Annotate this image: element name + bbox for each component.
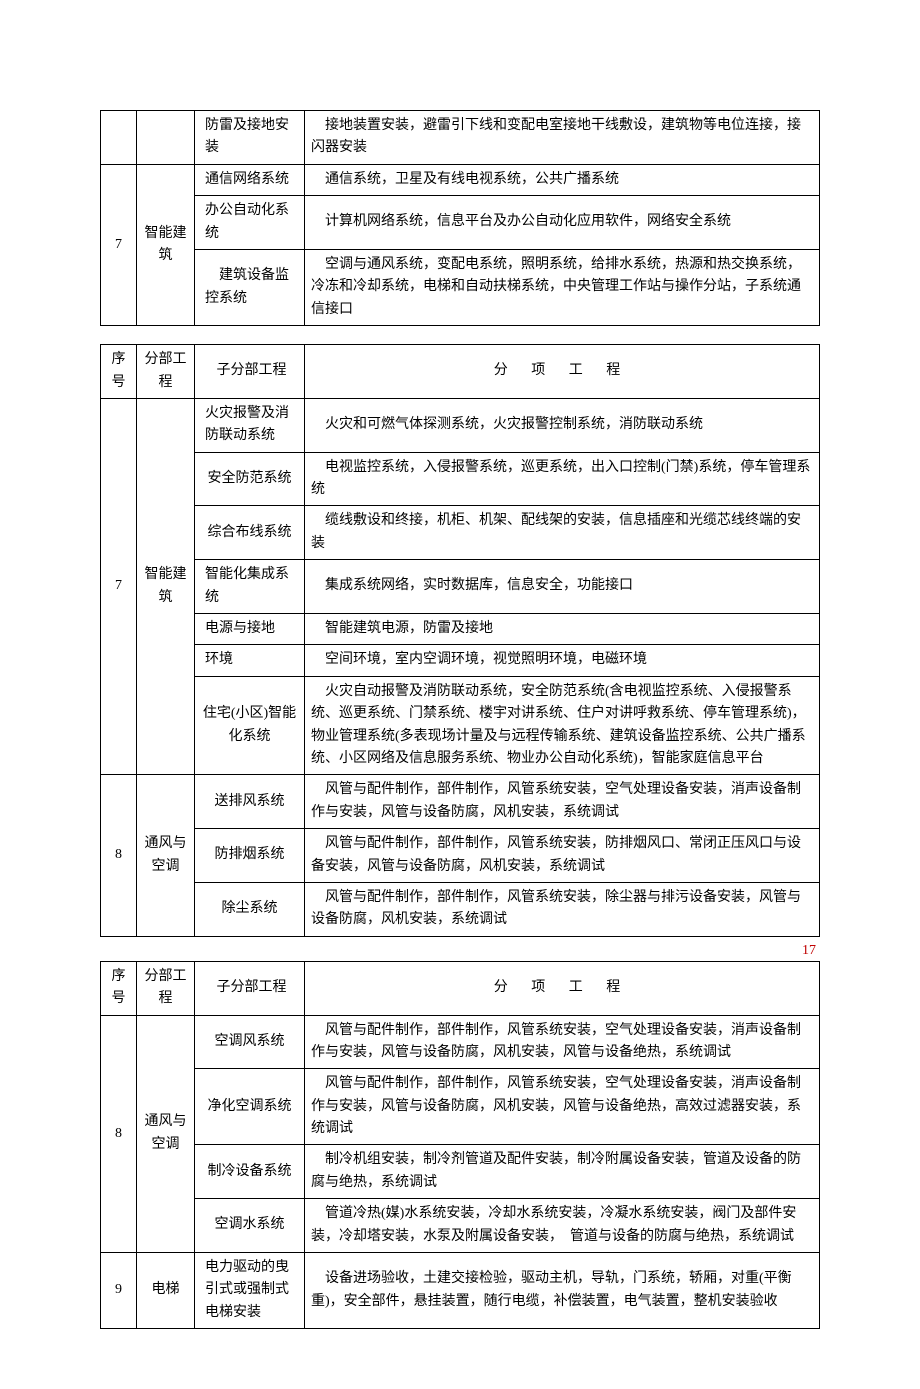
- cell-sub: 通信网络系统: [195, 164, 305, 195]
- cell-item: 空调与通风系统，变配电系统，照明系统，给排水系统，热源和热交换系统，冷冻和冷却系…: [305, 249, 820, 325]
- cell-seq: 9: [101, 1253, 137, 1329]
- cell-item: 智能建筑电源，防雷及接地: [305, 614, 820, 645]
- cell-sub: 综合布线系统: [195, 506, 305, 560]
- cell-sub: 制冷设备系统: [195, 1145, 305, 1199]
- table-header-row: 序号 分部工程 子分部工程 分 项 工 程: [101, 345, 820, 399]
- hdr-sub: 子分部工程: [195, 345, 305, 399]
- cell-part: 智能建筑: [137, 398, 195, 774]
- hdr-seq: 序号: [101, 961, 137, 1015]
- table-3: 序号 分部工程 子分部工程 分 项 工 程 8 通风与空调 空调风系统 风管与配…: [100, 961, 820, 1329]
- cell-sub: 送排风系统: [195, 775, 305, 829]
- cell-seq: 7: [101, 398, 137, 774]
- hdr-seq: 序号: [101, 345, 137, 399]
- cell-seq: 8: [101, 1015, 137, 1253]
- cell-item: 风管与配件制作，部件制作，风管系统安装，防排烟风口、常闭正压风口与设备安装，风管…: [305, 829, 820, 883]
- cell-sub: 空调水系统: [195, 1199, 305, 1253]
- table-row: 智能化集成系统 集成系统网络，实时数据库，信息安全，功能接口: [101, 560, 820, 614]
- cell-item: 设备进场验收，土建交接检验，驱动主机，导轨，门系统，轿厢，对重(平衡重)，安全部…: [305, 1253, 820, 1329]
- cell-sub: 防排烟系统: [195, 829, 305, 883]
- cell-sub: 办公自动化系统: [195, 196, 305, 250]
- cell-part: 电梯: [137, 1253, 195, 1329]
- cell-sub: 除尘系统: [195, 882, 305, 936]
- table-row: 防排烟系统 风管与配件制作，部件制作，风管系统安装，防排烟风口、常闭正压风口与设…: [101, 829, 820, 883]
- cell-item: 制冷机组安装，制冷剂管道及配件安装，制冷附属设备安装，管道及设备的防腐与绝热，系…: [305, 1145, 820, 1199]
- hdr-sub: 子分部工程: [195, 961, 305, 1015]
- cell-part: 通风与空调: [137, 1015, 195, 1253]
- cell-sub: 环境: [195, 645, 305, 676]
- cell-seq: 8: [101, 775, 137, 936]
- cell-item: 集成系统网络，实时数据库，信息安全，功能接口: [305, 560, 820, 614]
- hdr-item: 分 项 工 程: [305, 345, 820, 399]
- cell-part: 智能建筑: [137, 164, 195, 325]
- table-row: 环境 空间环境，室内空调环境，视觉照明环境，电磁环境: [101, 645, 820, 676]
- table-row: 综合布线系统 缆线敷设和终接，机柜、机架、配线架的安装，信息插座和光缆芯线终端的…: [101, 506, 820, 560]
- hdr-item: 分 项 工 程: [305, 961, 820, 1015]
- cell-seq: [101, 111, 137, 165]
- cell-sub: 空调风系统: [195, 1015, 305, 1069]
- table-row: 8 通风与空调 送排风系统 风管与配件制作，部件制作，风管系统安装，空气处理设备…: [101, 775, 820, 829]
- cell-item: 风管与配件制作，部件制作，风管系统安装，除尘器与排污设备安装，风管与设备防腐，风…: [305, 882, 820, 936]
- hdr-part: 分部工程: [137, 345, 195, 399]
- table-row: 空调水系统 管道冷热(媒)水系统安装，冷却水系统安装，冷凝水系统安装，阀门及部件…: [101, 1199, 820, 1253]
- cell-item: 风管与配件制作，部件制作，风管系统安装，空气处理设备安装，消声设备制作与安装，风…: [305, 775, 820, 829]
- cell-item: 空间环境，室内空调环境，视觉照明环境，电磁环境: [305, 645, 820, 676]
- cell-sub: 电源与接地: [195, 614, 305, 645]
- table-2: 序号 分部工程 子分部工程 分 项 工 程 7 智能建筑 火灾报警及消防联动系统…: [100, 344, 820, 937]
- cell-sub: 防雷及接地安装: [195, 111, 305, 165]
- table-row: 除尘系统 风管与配件制作，部件制作，风管系统安装，除尘器与排污设备安装，风管与设…: [101, 882, 820, 936]
- table-row: 防雷及接地安装 接地装置安装，避雷引下线和变配电室接地干线敷设，建筑物等电位连接…: [101, 111, 820, 165]
- cell-item: 火灾自动报警及消防联动系统，安全防范系统(含电视监控系统、入侵报警系统、巡更系统…: [305, 676, 820, 775]
- cell-item: 通信系统，卫星及有线电视系统，公共广播系统: [305, 164, 820, 195]
- table-row: 安全防范系统 电视监控系统，入侵报警系统，巡更系统，出入口控制(门禁)系统，停车…: [101, 452, 820, 506]
- cell-item: 计算机网络系统，信息平台及办公自动化应用软件，网络安全系统: [305, 196, 820, 250]
- table-row: 净化空调系统 风管与配件制作，部件制作，风管系统安装，空气处理设备安装，消声设备…: [101, 1069, 820, 1145]
- cell-sub: 净化空调系统: [195, 1069, 305, 1145]
- table-row: 电源与接地 智能建筑电源，防雷及接地: [101, 614, 820, 645]
- table-header-row: 序号 分部工程 子分部工程 分 项 工 程: [101, 961, 820, 1015]
- cell-sub: 建筑设备监控系统: [195, 249, 305, 325]
- hdr-part: 分部工程: [137, 961, 195, 1015]
- table-row: 7 智能建筑 通信网络系统 通信系统，卫星及有线电视系统，公共广播系统: [101, 164, 820, 195]
- cell-part: [137, 111, 195, 165]
- cell-seq: 7: [101, 164, 137, 325]
- cell-sub: 住宅(小区)智能化系统: [195, 676, 305, 775]
- table-row: 建筑设备监控系统 空调与通风系统，变配电系统，照明系统，给排水系统，热源和热交换…: [101, 249, 820, 325]
- table-1: 防雷及接地安装 接地装置安装，避雷引下线和变配电室接地干线敷设，建筑物等电位连接…: [100, 110, 820, 326]
- cell-item: 缆线敷设和终接，机柜、机架、配线架的安装，信息插座和光缆芯线终端的安装: [305, 506, 820, 560]
- table-row: 制冷设备系统 制冷机组安装，制冷剂管道及配件安装，制冷附属设备安装，管道及设备的…: [101, 1145, 820, 1199]
- table-row: 住宅(小区)智能化系统 火灾自动报警及消防联动系统，安全防范系统(含电视监控系统…: [101, 676, 820, 775]
- cell-sub: 电力驱动的曳引式或强制式电梯安装: [195, 1253, 305, 1329]
- table-row: 9 电梯 电力驱动的曳引式或强制式电梯安装 设备进场验收，土建交接检验，驱动主机…: [101, 1253, 820, 1329]
- page-number: 17: [100, 943, 820, 959]
- table-row: 8 通风与空调 空调风系统 风管与配件制作，部件制作，风管系统安装，空气处理设备…: [101, 1015, 820, 1069]
- cell-sub: 火灾报警及消防联动系统: [195, 398, 305, 452]
- cell-item: 风管与配件制作，部件制作，风管系统安装，空气处理设备安装，消声设备制作与安装，风…: [305, 1015, 820, 1069]
- cell-sub: 安全防范系统: [195, 452, 305, 506]
- cell-item: 风管与配件制作，部件制作，风管系统安装，空气处理设备安装，消声设备制作与安装，风…: [305, 1069, 820, 1145]
- cell-item: 电视监控系统，入侵报警系统，巡更系统，出入口控制(门禁)系统，停车管理系统: [305, 452, 820, 506]
- table-row: 7 智能建筑 火灾报警及消防联动系统 火灾和可燃气体探测系统，火灾报警控制系统，…: [101, 398, 820, 452]
- cell-part: 通风与空调: [137, 775, 195, 936]
- cell-sub: 智能化集成系统: [195, 560, 305, 614]
- cell-item: 火灾和可燃气体探测系统，火灾报警控制系统，消防联动系统: [305, 398, 820, 452]
- cell-item: 接地装置安装，避雷引下线和变配电室接地干线敷设，建筑物等电位连接，接闪器安装: [305, 111, 820, 165]
- table-row: 办公自动化系统 计算机网络系统，信息平台及办公自动化应用软件，网络安全系统: [101, 196, 820, 250]
- cell-item: 管道冷热(媒)水系统安装，冷却水系统安装，冷凝水系统安装，阀门及部件安装，冷却塔…: [305, 1199, 820, 1253]
